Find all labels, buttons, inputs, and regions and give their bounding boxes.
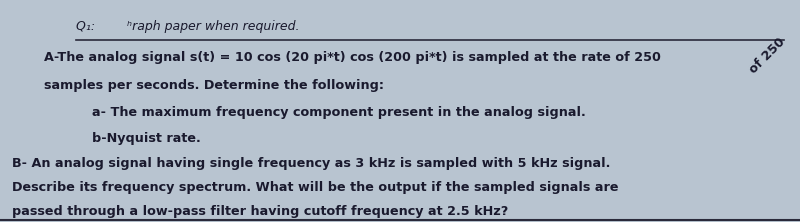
Text: B- An analog signal having single frequency as 3 kHz is sampled with 5 kHz signa: B- An analog signal having single freque… — [12, 157, 610, 170]
Text: of 250: of 250 — [747, 35, 788, 76]
Text: samples per seconds. Determine the following:: samples per seconds. Determine the follo… — [44, 79, 384, 92]
Text: A-The analog signal s(t) = 10 cos (20 pi*t) cos (200 pi*t) is sampled at the rat: A-The analog signal s(t) = 10 cos (20 pi… — [44, 51, 661, 64]
Text: Describe its frequency spectrum. What will be the output if the sampled signals : Describe its frequency spectrum. What wi… — [12, 181, 618, 194]
Text: passed through a low-pass filter having cutoff frequency at 2.5 kHz?: passed through a low-pass filter having … — [12, 205, 508, 218]
Text: b-Nyquist rate.: b-Nyquist rate. — [92, 132, 201, 145]
Text: Q₁:        ʰraph paper when required.: Q₁: ʰraph paper when required. — [76, 20, 299, 33]
Text: a- The maximum frequency component present in the analog signal.: a- The maximum frequency component prese… — [92, 106, 586, 119]
